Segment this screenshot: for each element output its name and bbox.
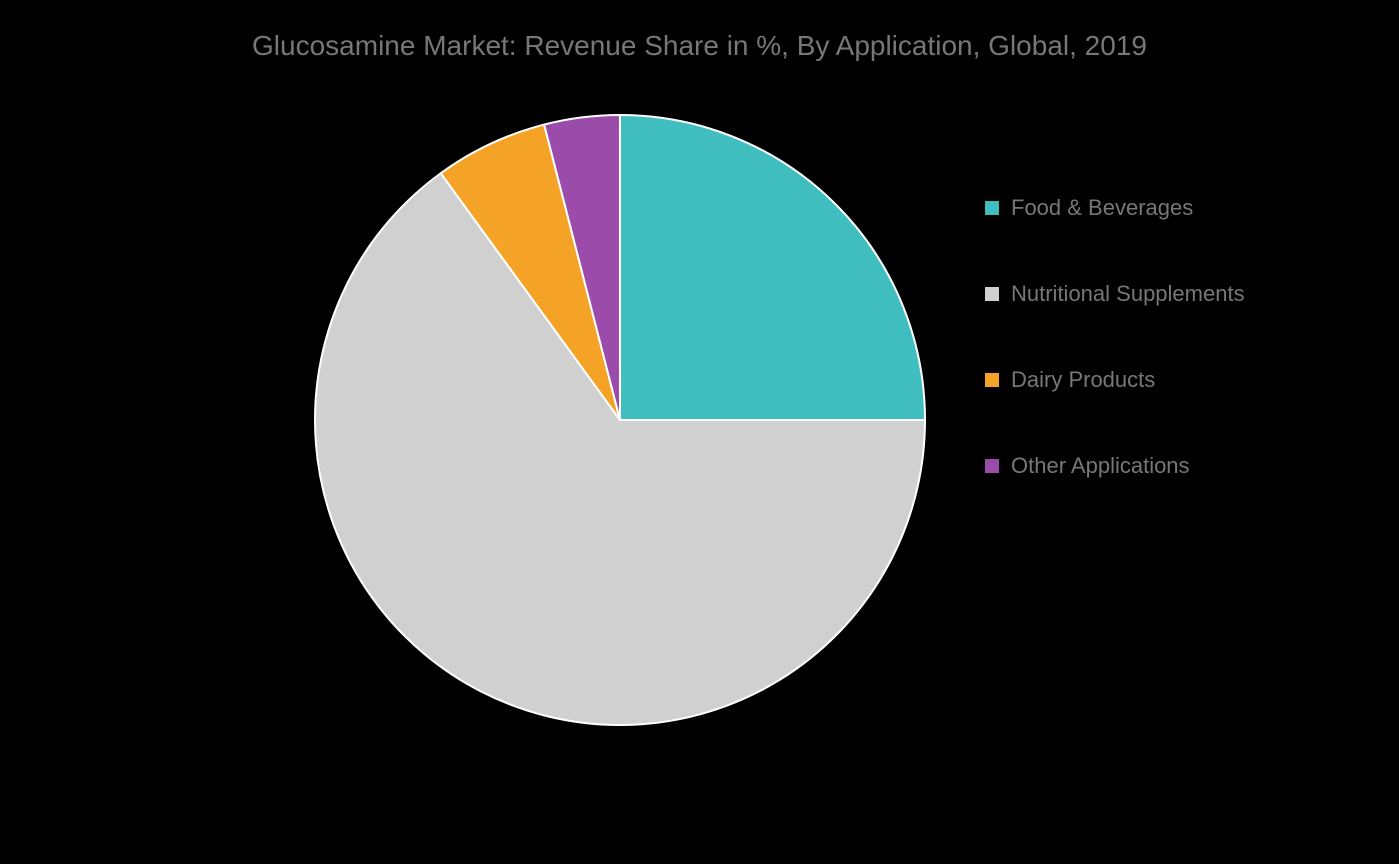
chart-title: Glucosamine Market: Revenue Share in %, … [0, 30, 1399, 62]
legend: Food & Beverages Nutritional Supplements D… [985, 195, 1245, 479]
legend-label: Food & Beverages [1011, 195, 1193, 221]
legend-label: Nutritional Supplements [1011, 281, 1245, 307]
legend-swatch [985, 459, 999, 473]
pie-slice [620, 115, 925, 420]
legend-label: Dairy Products [1011, 367, 1155, 393]
legend-item: Nutritional Supplements [985, 281, 1245, 307]
legend-swatch [985, 373, 999, 387]
pie-chart [300, 100, 940, 740]
chart-container: Glucosamine Market: Revenue Share in %, … [0, 0, 1399, 864]
legend-swatch [985, 201, 999, 215]
legend-item: Dairy Products [985, 367, 1245, 393]
legend-item: Food & Beverages [985, 195, 1245, 221]
legend-item: Other Applications [985, 453, 1245, 479]
legend-swatch [985, 287, 999, 301]
pie-svg [300, 100, 940, 740]
legend-label: Other Applications [1011, 453, 1190, 479]
